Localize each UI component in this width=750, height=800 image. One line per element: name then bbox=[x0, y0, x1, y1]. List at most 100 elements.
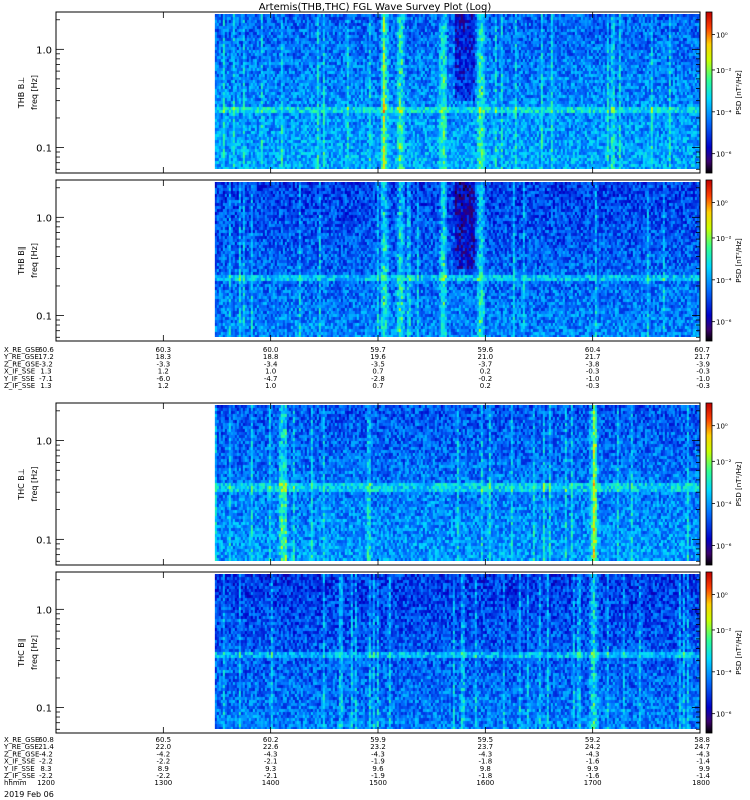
spectrogram-panel: 1.0 0.1 THB B⊥ freq [Hz] 10⁰ 10⁻² 10⁻⁴ 10⁻⁶ PSD … bbox=[17, 11, 743, 174]
ephemeris-value: 8.9 bbox=[158, 765, 169, 773]
ephemeris-value: -0.3 bbox=[696, 382, 710, 390]
ephemeris-value: -7.1 bbox=[39, 375, 53, 383]
ephemeris-value: 1200 bbox=[37, 779, 55, 787]
spectrogram-image bbox=[214, 405, 700, 561]
colorbar-tick-label: 10⁻⁶ bbox=[716, 543, 732, 551]
ephemeris-value: 0.7 bbox=[372, 368, 383, 376]
colorbar-tick-label: 10⁻⁴ bbox=[716, 109, 732, 117]
ephemeris-row-label: Y_RE_GSE bbox=[3, 353, 39, 361]
ephemeris-row-label: X_RE_GSE bbox=[4, 736, 39, 744]
ephemeris-value: 1800 bbox=[692, 779, 710, 787]
ephemeris-row-label: X_IF_SSE bbox=[4, 368, 35, 376]
ephemeris-value: -2.1 bbox=[264, 772, 278, 780]
ephemeris-value: -2.1 bbox=[264, 758, 278, 766]
colorbar-tick-label: 10⁻² bbox=[716, 67, 732, 75]
ephemeris-value: 8.3 bbox=[40, 765, 51, 773]
ephemeris-value: -3.4 bbox=[264, 360, 278, 368]
ephemeris-value: -2.2 bbox=[156, 758, 170, 766]
colorbar bbox=[705, 179, 713, 342]
ephemeris-value: 21.7 bbox=[694, 353, 710, 361]
colorbar-tick-label: 10⁰ bbox=[716, 32, 728, 40]
ephemeris-value: 1300 bbox=[154, 779, 172, 787]
ephemeris-value: -3.5 bbox=[371, 360, 385, 368]
ephemeris-value: 21.4 bbox=[38, 743, 54, 751]
panel-ylabel-freq: freq [Hz] bbox=[30, 243, 39, 278]
ephemeris-row-label: hhmm bbox=[4, 779, 27, 787]
spectrogram-image bbox=[214, 182, 700, 337]
ephemeris-value: 19.6 bbox=[370, 353, 386, 361]
ephemeris-value: 59.2 bbox=[585, 736, 601, 744]
ephemeris-row-label: Z_IF_SSE bbox=[4, 382, 35, 390]
colorbar-tick-label: 10⁻² bbox=[716, 235, 732, 243]
ephemeris-value: 60.3 bbox=[156, 346, 172, 354]
date-label: 2019 Feb 06 bbox=[4, 790, 54, 799]
colorbar-tick-label: 10⁻⁶ bbox=[716, 151, 732, 159]
ephemeris-value: 1.2 bbox=[158, 382, 169, 390]
ephemeris-value: 1600 bbox=[476, 779, 494, 787]
ephemeris-value: 60.2 bbox=[263, 736, 279, 744]
colorbar bbox=[705, 571, 713, 734]
ephemeris-value: 1.0 bbox=[265, 382, 276, 390]
spectrogram-image bbox=[214, 14, 700, 169]
spectrogram-image bbox=[214, 574, 700, 729]
ephemeris-value: -1.9 bbox=[371, 772, 385, 780]
ephemeris-value: -4.3 bbox=[696, 750, 710, 758]
ephemeris-value: 22.6 bbox=[263, 743, 279, 751]
ephemeris-value: 1700 bbox=[584, 779, 602, 787]
ephemeris-row-label: Y_RE_GSE bbox=[3, 743, 39, 751]
ephemeris-value: -1.6 bbox=[586, 758, 600, 766]
y-tick-label: 1.0 bbox=[36, 437, 52, 448]
colorbar-tick-label: 10⁻⁴ bbox=[716, 669, 732, 677]
ephemeris-value: 60.7 bbox=[694, 346, 710, 354]
ephemeris-value: -1.8 bbox=[478, 772, 492, 780]
ephemeris-value: -1.6 bbox=[586, 772, 600, 780]
colorbar-label: PSD [nT²/Hz] bbox=[735, 238, 743, 283]
ephemeris-value: -3.8 bbox=[586, 360, 600, 368]
ephemeris-value: -4.3 bbox=[264, 750, 278, 758]
colorbar-tick-label: 10⁻⁴ bbox=[716, 277, 732, 285]
ephemeris-value: -2.2 bbox=[156, 772, 170, 780]
ephemeris-value: 59.9 bbox=[370, 736, 386, 744]
ephemeris-value: 0.2 bbox=[480, 382, 491, 390]
y-tick-label: 0.1 bbox=[36, 144, 52, 155]
colorbar-tick-label: 10⁻² bbox=[716, 458, 732, 466]
ephemeris-value: 60.8 bbox=[38, 736, 54, 744]
panel-ylabel-freq: freq [Hz] bbox=[30, 467, 39, 502]
ephemeris-value: -1.0 bbox=[586, 375, 600, 383]
ephemeris-value: -1.8 bbox=[478, 758, 492, 766]
ephemeris-value: 1.2 bbox=[158, 368, 169, 376]
ephemeris-value: -4.7 bbox=[264, 375, 278, 383]
panel-ylabel: THC B∥ bbox=[17, 638, 26, 668]
ephemeris-value: 1400 bbox=[262, 779, 280, 787]
y-tick-label: 1.0 bbox=[36, 45, 52, 56]
ephemeris-value: 9.3 bbox=[265, 765, 276, 773]
y-tick-label: 0.1 bbox=[36, 312, 52, 323]
ephemeris-value: 23.2 bbox=[370, 743, 386, 751]
ephemeris-value: 1.0 bbox=[265, 368, 276, 376]
ephemeris-value: -0.3 bbox=[696, 368, 710, 376]
ephemeris-value: 0.2 bbox=[480, 368, 491, 376]
colorbar-tick-label: 10⁻⁶ bbox=[716, 711, 732, 719]
ephemeris-value: 21.0 bbox=[478, 353, 494, 361]
ephemeris-row-label: Z_RE_GSE bbox=[4, 750, 39, 758]
ephemeris-value: 9.9 bbox=[699, 765, 710, 773]
panel-ylabel: THB B∥ bbox=[17, 246, 26, 275]
ephemeris-value: -3.9 bbox=[696, 360, 710, 368]
ephemeris-value: -4.2 bbox=[156, 750, 170, 758]
y-tick-label: 0.1 bbox=[36, 535, 52, 546]
ephemeris-value: -4.3 bbox=[586, 750, 600, 758]
ephemeris-value: -0.3 bbox=[586, 368, 600, 376]
chart-title: Artemis(THB,THC) FGL Wave Survey Plot (L… bbox=[259, 2, 492, 13]
ephemeris-value: -4.2 bbox=[39, 750, 53, 758]
ephemeris-value: -1.0 bbox=[696, 375, 710, 383]
panel-ylabel: THB B⊥ bbox=[17, 77, 26, 109]
ephemeris-value: 60.0 bbox=[263, 346, 279, 354]
y-tick-label: 0.1 bbox=[36, 704, 52, 715]
ephemeris-value: 58.8 bbox=[694, 736, 710, 744]
colorbar-label: PSD [nT²/Hz] bbox=[735, 630, 743, 675]
ephemeris-row-label: Z_RE_GSE bbox=[4, 360, 39, 368]
ephemeris-value: 9.8 bbox=[480, 765, 491, 773]
ephemeris-value: -6.0 bbox=[156, 375, 170, 383]
ephemeris-value: -4.3 bbox=[478, 750, 492, 758]
